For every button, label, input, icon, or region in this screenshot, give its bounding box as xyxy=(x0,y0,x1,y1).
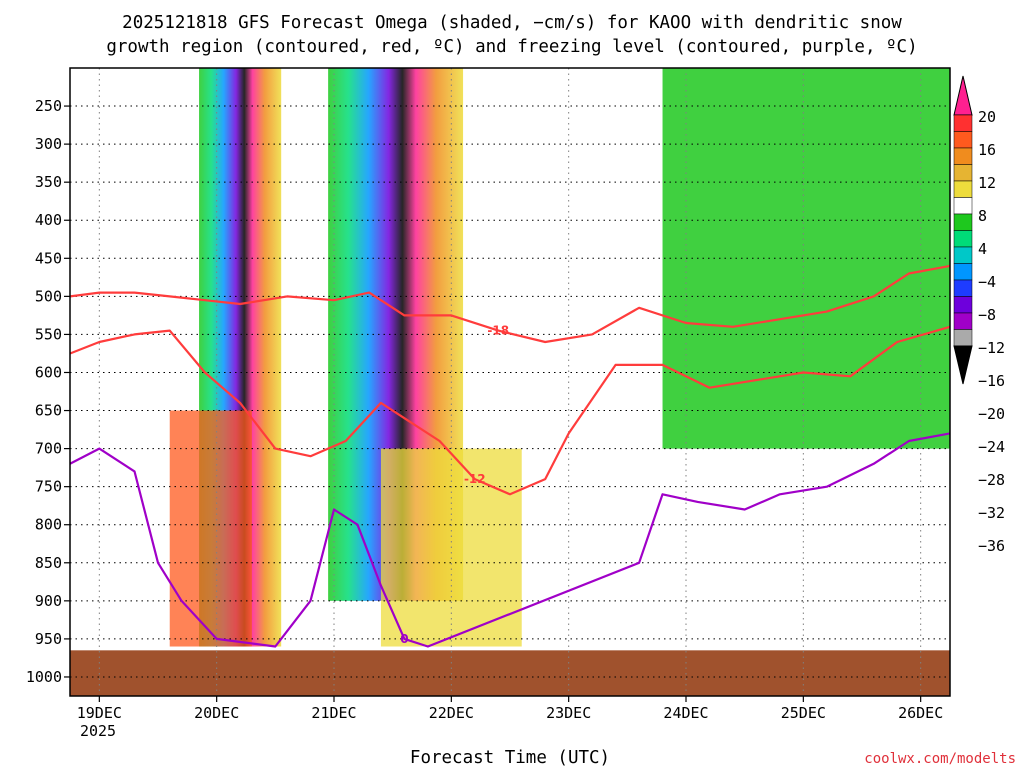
x-tick-label-25DEC: 25DEC xyxy=(781,704,826,722)
colorbar-swatch-12 xyxy=(953,296,973,314)
plot-area: -18 -12 0 xyxy=(70,68,950,696)
omega-region-3 xyxy=(662,68,950,449)
colorbar-label-14: −36 xyxy=(978,537,1005,555)
colorbar-bottom-arrow xyxy=(953,345,973,385)
x-axis-label: Forecast Time (UTC) xyxy=(410,748,610,768)
colorbar-label-7: −8 xyxy=(978,306,996,324)
colorbar-label-13: −32 xyxy=(978,504,1005,522)
colorbar-label-10: −20 xyxy=(978,405,1005,423)
colorbar-swatch-4 xyxy=(953,164,973,182)
colorbar-swatch-14 xyxy=(953,329,973,347)
colorbar-label-1: 20 xyxy=(978,108,996,126)
colorbar-label-4: 8 xyxy=(978,207,987,225)
contour-line-2 xyxy=(70,325,950,496)
y-tick-label-750: 750 xyxy=(35,478,62,496)
chart-title-line1: 2025121818 GFS Forecast Omega (shaded, −… xyxy=(122,13,902,33)
colorbar: 20 16 12 8 4 −4 −8 −12 −16 −20 −24 −28 −32 −36 xyxy=(953,75,1005,555)
y-tick-label-250: 250 xyxy=(35,97,62,115)
x-tick-label-22DEC: 22DEC xyxy=(429,704,474,722)
omega-region-4 xyxy=(169,410,252,647)
x-tick-label-21DEC: 21DEC xyxy=(311,704,356,722)
contour-label-1: -18 xyxy=(487,324,509,338)
y-tick-label-550: 550 xyxy=(35,325,62,343)
colorbar-label-9: −16 xyxy=(978,372,1005,390)
colorbar-label-11: −24 xyxy=(978,438,1005,456)
colorbar-swatch-13 xyxy=(953,312,973,330)
y-tick-label-350: 350 xyxy=(35,173,62,191)
colorbar-label-8: −12 xyxy=(978,339,1005,357)
colorbar-swatch-10 xyxy=(953,263,973,281)
plot-frame xyxy=(69,67,951,697)
y-tick-label-700: 700 xyxy=(35,440,62,458)
y-tick-label-300: 300 xyxy=(35,135,62,153)
y-tick-label-850: 850 xyxy=(35,554,62,572)
x-tick-label-23DEC: 23DEC xyxy=(546,704,591,722)
colorbar-swatch-7 xyxy=(953,213,973,231)
contour-line-1 xyxy=(70,264,950,344)
y-tick-label-600: 600 xyxy=(35,363,62,381)
chart-title-line2: growth region (contoured, red, ºC) and f… xyxy=(106,37,917,57)
colorbar-swatch-2 xyxy=(953,131,973,149)
contour-label-3: 0 xyxy=(400,632,408,646)
y-tick-label-800: 800 xyxy=(35,516,62,534)
colorbar-label-12: −28 xyxy=(978,471,1005,489)
colorbar-label-2: 16 xyxy=(978,141,996,159)
colorbar-swatch-9 xyxy=(953,246,973,264)
y-tick-label-500: 500 xyxy=(35,287,62,305)
colorbar-swatch-11 xyxy=(953,279,973,297)
y-axis: 250 300 350 400 450 500 550 600 650 700 750 800 850 9… xyxy=(26,97,70,686)
colorbar-label-5: 4 xyxy=(978,240,987,258)
colorbar-top-arrow xyxy=(953,75,973,116)
x-tick-label-20DEC: 20DEC xyxy=(194,704,239,722)
colorbar-swatch-8 xyxy=(953,230,973,248)
y-tick-label-900: 900 xyxy=(35,592,62,610)
colorbar-label-6: −4 xyxy=(978,273,996,291)
x-tick-label-19DEC: 19DEC xyxy=(77,704,122,722)
colorbar-swatch-3 xyxy=(953,147,973,165)
contour-label-2: -12 xyxy=(464,472,486,486)
x-tick-label-24DEC: 24DEC xyxy=(663,704,708,722)
colorbar-swatch-6 xyxy=(953,197,973,215)
ground-surface xyxy=(70,650,950,696)
y-tick-label-1000: 1000 xyxy=(26,668,62,686)
credit-text: coolwx.com/modelts xyxy=(864,751,1016,767)
y-tick-label-450: 450 xyxy=(35,249,62,267)
y-tick-label-650: 650 xyxy=(35,402,62,420)
contour-line-3 xyxy=(70,432,950,648)
x-year-label: 2025 xyxy=(80,722,116,740)
y-tick-label-400: 400 xyxy=(35,211,62,229)
colorbar-swatch-1 xyxy=(953,114,973,132)
x-axis: 19DEC 20DEC 21DEC 22DEC 23DEC 24DEC 25DEC 26DEC xyxy=(77,696,943,722)
y-tick-label-950: 950 xyxy=(35,630,62,648)
colorbar-label-3: 12 xyxy=(978,174,996,192)
x-tick-label-26DEC: 26DEC xyxy=(898,704,943,722)
colorbar-swatch-5 xyxy=(953,180,973,198)
